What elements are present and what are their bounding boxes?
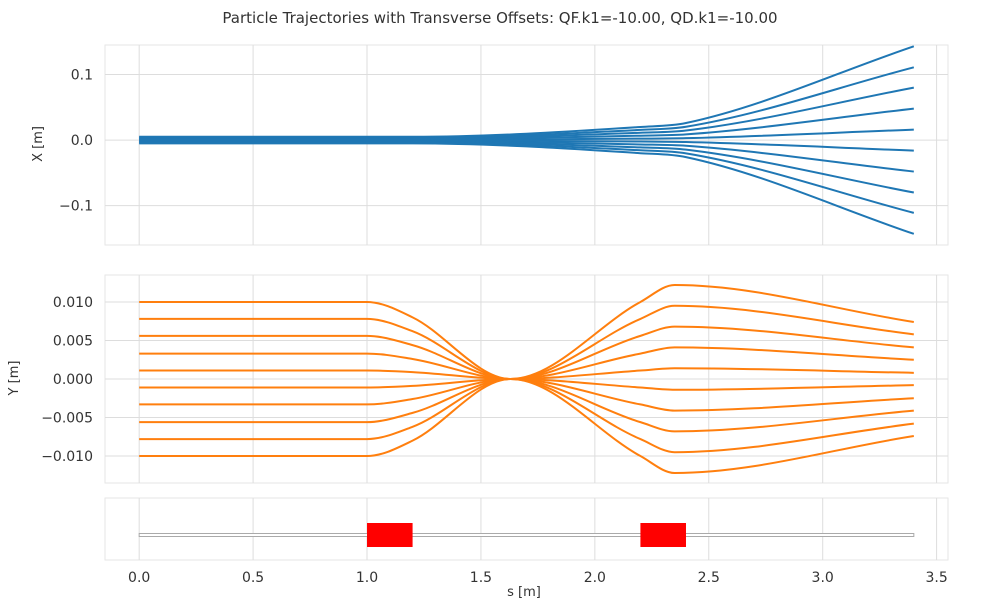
x-trajectory-panel: −0.1 0.0 0.1	[59, 44, 949, 246]
trajectory-line-1	[139, 284, 914, 380]
y-tick-label: 0.1	[71, 68, 93, 84]
y-panel-ylabel: Y [m]	[7, 361, 22, 397]
x-tick-label: 1.0	[356, 570, 378, 586]
plot-frame	[104, 44, 949, 246]
x-tick-label: 2.5	[698, 570, 720, 586]
x-panel-ylabel: X [m]	[31, 126, 46, 162]
trajectory-line-10	[139, 378, 914, 474]
figure-title: Particle Trajectories with Transverse Of…	[222, 9, 777, 27]
plot-frame	[104, 497, 949, 561]
trajectory-line-4	[139, 346, 914, 380]
s-axis-label: s [m]	[507, 585, 541, 600]
x-tick-label: 3.0	[812, 570, 834, 586]
trajectory-line-9	[139, 378, 914, 454]
y-tick-label: −0.005	[41, 411, 93, 427]
trajectory-line-2	[139, 66, 915, 139]
magnet-element-1	[367, 523, 413, 547]
y-tick-label: 0.005	[53, 333, 93, 349]
x-tick-label: 0.0	[128, 570, 150, 586]
y-tick-label: 0.010	[53, 295, 93, 311]
x-tick-label: 2.0	[584, 570, 606, 586]
x-tick-label: 1.5	[470, 570, 492, 586]
trajectory-line-10	[139, 142, 915, 235]
x-tick-label: 0.5	[242, 570, 264, 586]
y-tick-label: −0.010	[41, 449, 93, 465]
x-tick-label: 3.5	[925, 570, 947, 586]
y-tick-label: 0.0	[71, 133, 93, 149]
y-trajectory-panel: −0.010 −0.005 0.000 0.005 0.010	[41, 274, 949, 484]
beamline	[138, 533, 915, 537]
trajectory-line-7	[139, 378, 914, 412]
magnet-element-2	[640, 523, 686, 547]
y-tick-label: −0.1	[59, 199, 93, 215]
lattice-layout-panel: 0.0 0.5 1.0 1.5 2.0 2.5 3.0 3.5	[104, 497, 949, 586]
trajectory-line-3	[139, 86, 915, 140]
y-tick-label: 0.000	[53, 372, 93, 388]
trajectory-line-2	[139, 304, 914, 380]
trajectory-line-9	[139, 141, 915, 214]
trajectory-line-8	[139, 140, 915, 194]
